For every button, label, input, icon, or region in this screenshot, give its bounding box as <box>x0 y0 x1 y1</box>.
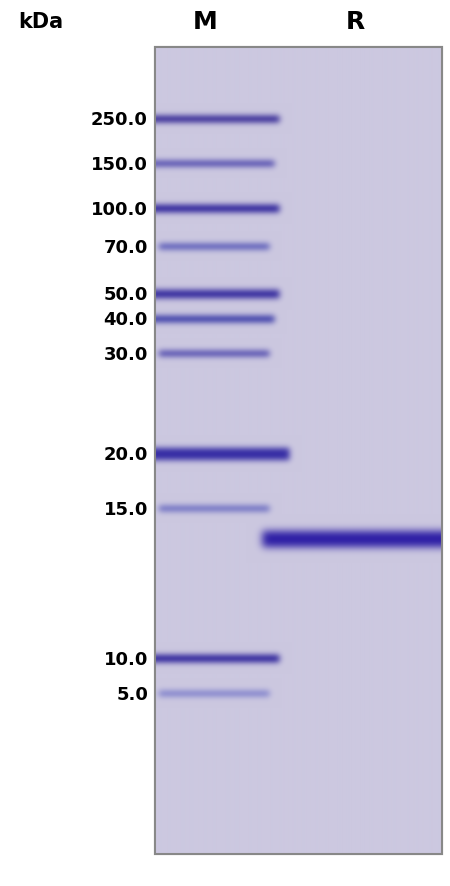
Text: 70.0: 70.0 <box>104 238 148 257</box>
Text: 10.0: 10.0 <box>104 650 148 668</box>
Text: 250.0: 250.0 <box>91 111 148 128</box>
Text: R: R <box>346 10 365 34</box>
Text: M: M <box>193 10 217 34</box>
Text: 5.0: 5.0 <box>116 685 148 703</box>
Text: kDa: kDa <box>18 12 63 32</box>
Text: 100.0: 100.0 <box>91 201 148 219</box>
Text: 150.0: 150.0 <box>91 156 148 174</box>
Bar <box>155 48 442 854</box>
Text: 15.0: 15.0 <box>104 501 148 518</box>
Text: 20.0: 20.0 <box>104 446 148 463</box>
Text: 30.0: 30.0 <box>104 346 148 363</box>
Text: 40.0: 40.0 <box>104 311 148 329</box>
Bar <box>155 48 442 854</box>
Text: 50.0: 50.0 <box>104 285 148 304</box>
